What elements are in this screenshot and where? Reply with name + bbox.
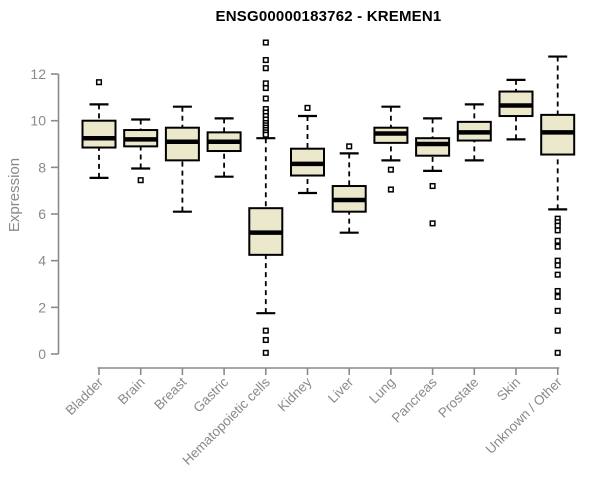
box-group-lung	[373, 105, 409, 193]
outlier-point	[554, 287, 561, 295]
x-tick-label: Lung	[366, 375, 398, 407]
outlier-point	[262, 349, 269, 356]
outlier-point	[262, 80, 269, 87]
box-group-unknown-other	[540, 55, 576, 356]
outlier-point	[429, 220, 436, 227]
outlier-point	[554, 222, 561, 229]
box-group-liver	[331, 143, 367, 234]
iqr-box	[540, 113, 576, 156]
outlier-point	[554, 271, 561, 278]
outlier-point	[262, 327, 269, 334]
iqr-box	[81, 119, 117, 149]
outlier-point	[429, 182, 436, 190]
box-group-breast	[164, 105, 200, 213]
outlier-point	[554, 257, 561, 264]
chart-title: ENSG00000183762 - KREMEN1	[215, 8, 442, 25]
x-tick-label: Bladder	[63, 374, 107, 418]
outlier-point	[554, 227, 561, 234]
y-tick-label: 0	[38, 346, 46, 362]
y-tick-label: 4	[38, 253, 46, 269]
outlier-point	[554, 349, 561, 356]
box-group-pancreas	[415, 117, 451, 227]
outlier-point	[554, 237, 561, 244]
y-tick-label: 12	[30, 66, 46, 82]
outlier-point	[262, 56, 269, 64]
box-group-hematopoietic-cells	[248, 39, 284, 356]
outlier-point	[346, 143, 353, 150]
outlier-point	[262, 39, 269, 46]
outlier-point	[95, 79, 103, 86]
y-tick-label: 8	[38, 159, 46, 175]
outlier-point	[262, 336, 269, 344]
x-tick-label: Kidney	[275, 374, 315, 414]
outlier-point	[554, 293, 561, 300]
outlier-point	[554, 243, 561, 250]
x-tick-label: Skin	[494, 375, 523, 404]
box-group-kidney	[290, 104, 325, 195]
outlier-point	[554, 262, 561, 269]
x-tick-label: Pancreas	[389, 374, 440, 425]
x-tick-label: Gastric	[190, 374, 231, 415]
box-group-skin	[498, 78, 534, 141]
y-tick-label: 6	[38, 206, 46, 222]
box-group-gastric	[206, 117, 242, 178]
outlier-point	[554, 307, 561, 314]
box-group-prostate	[456, 103, 492, 162]
outlier-point	[262, 131, 269, 138]
outlier-point	[262, 84, 269, 92]
x-tick-label: Breast	[151, 374, 189, 412]
y-tick-label: 2	[38, 299, 46, 315]
outlier-point	[137, 177, 144, 184]
outlier-point	[262, 65, 269, 72]
box-group-bladder	[81, 79, 117, 179]
x-tick-label: Unknown / Other	[483, 374, 566, 457]
outlier-point	[387, 186, 394, 193]
y-tick-label: 10	[30, 113, 46, 129]
iqr-box	[415, 137, 451, 157]
outlier-point	[554, 327, 561, 334]
outlier-point	[387, 166, 394, 173]
box-group-brain	[123, 118, 159, 184]
x-tick-label: Liver	[325, 374, 357, 406]
x-tick-label: Brain	[115, 375, 148, 408]
iqr-box	[164, 126, 200, 162]
outlier-point	[262, 95, 269, 102]
x-tick-label: Prostate	[435, 375, 481, 421]
outlier-point	[304, 104, 311, 111]
